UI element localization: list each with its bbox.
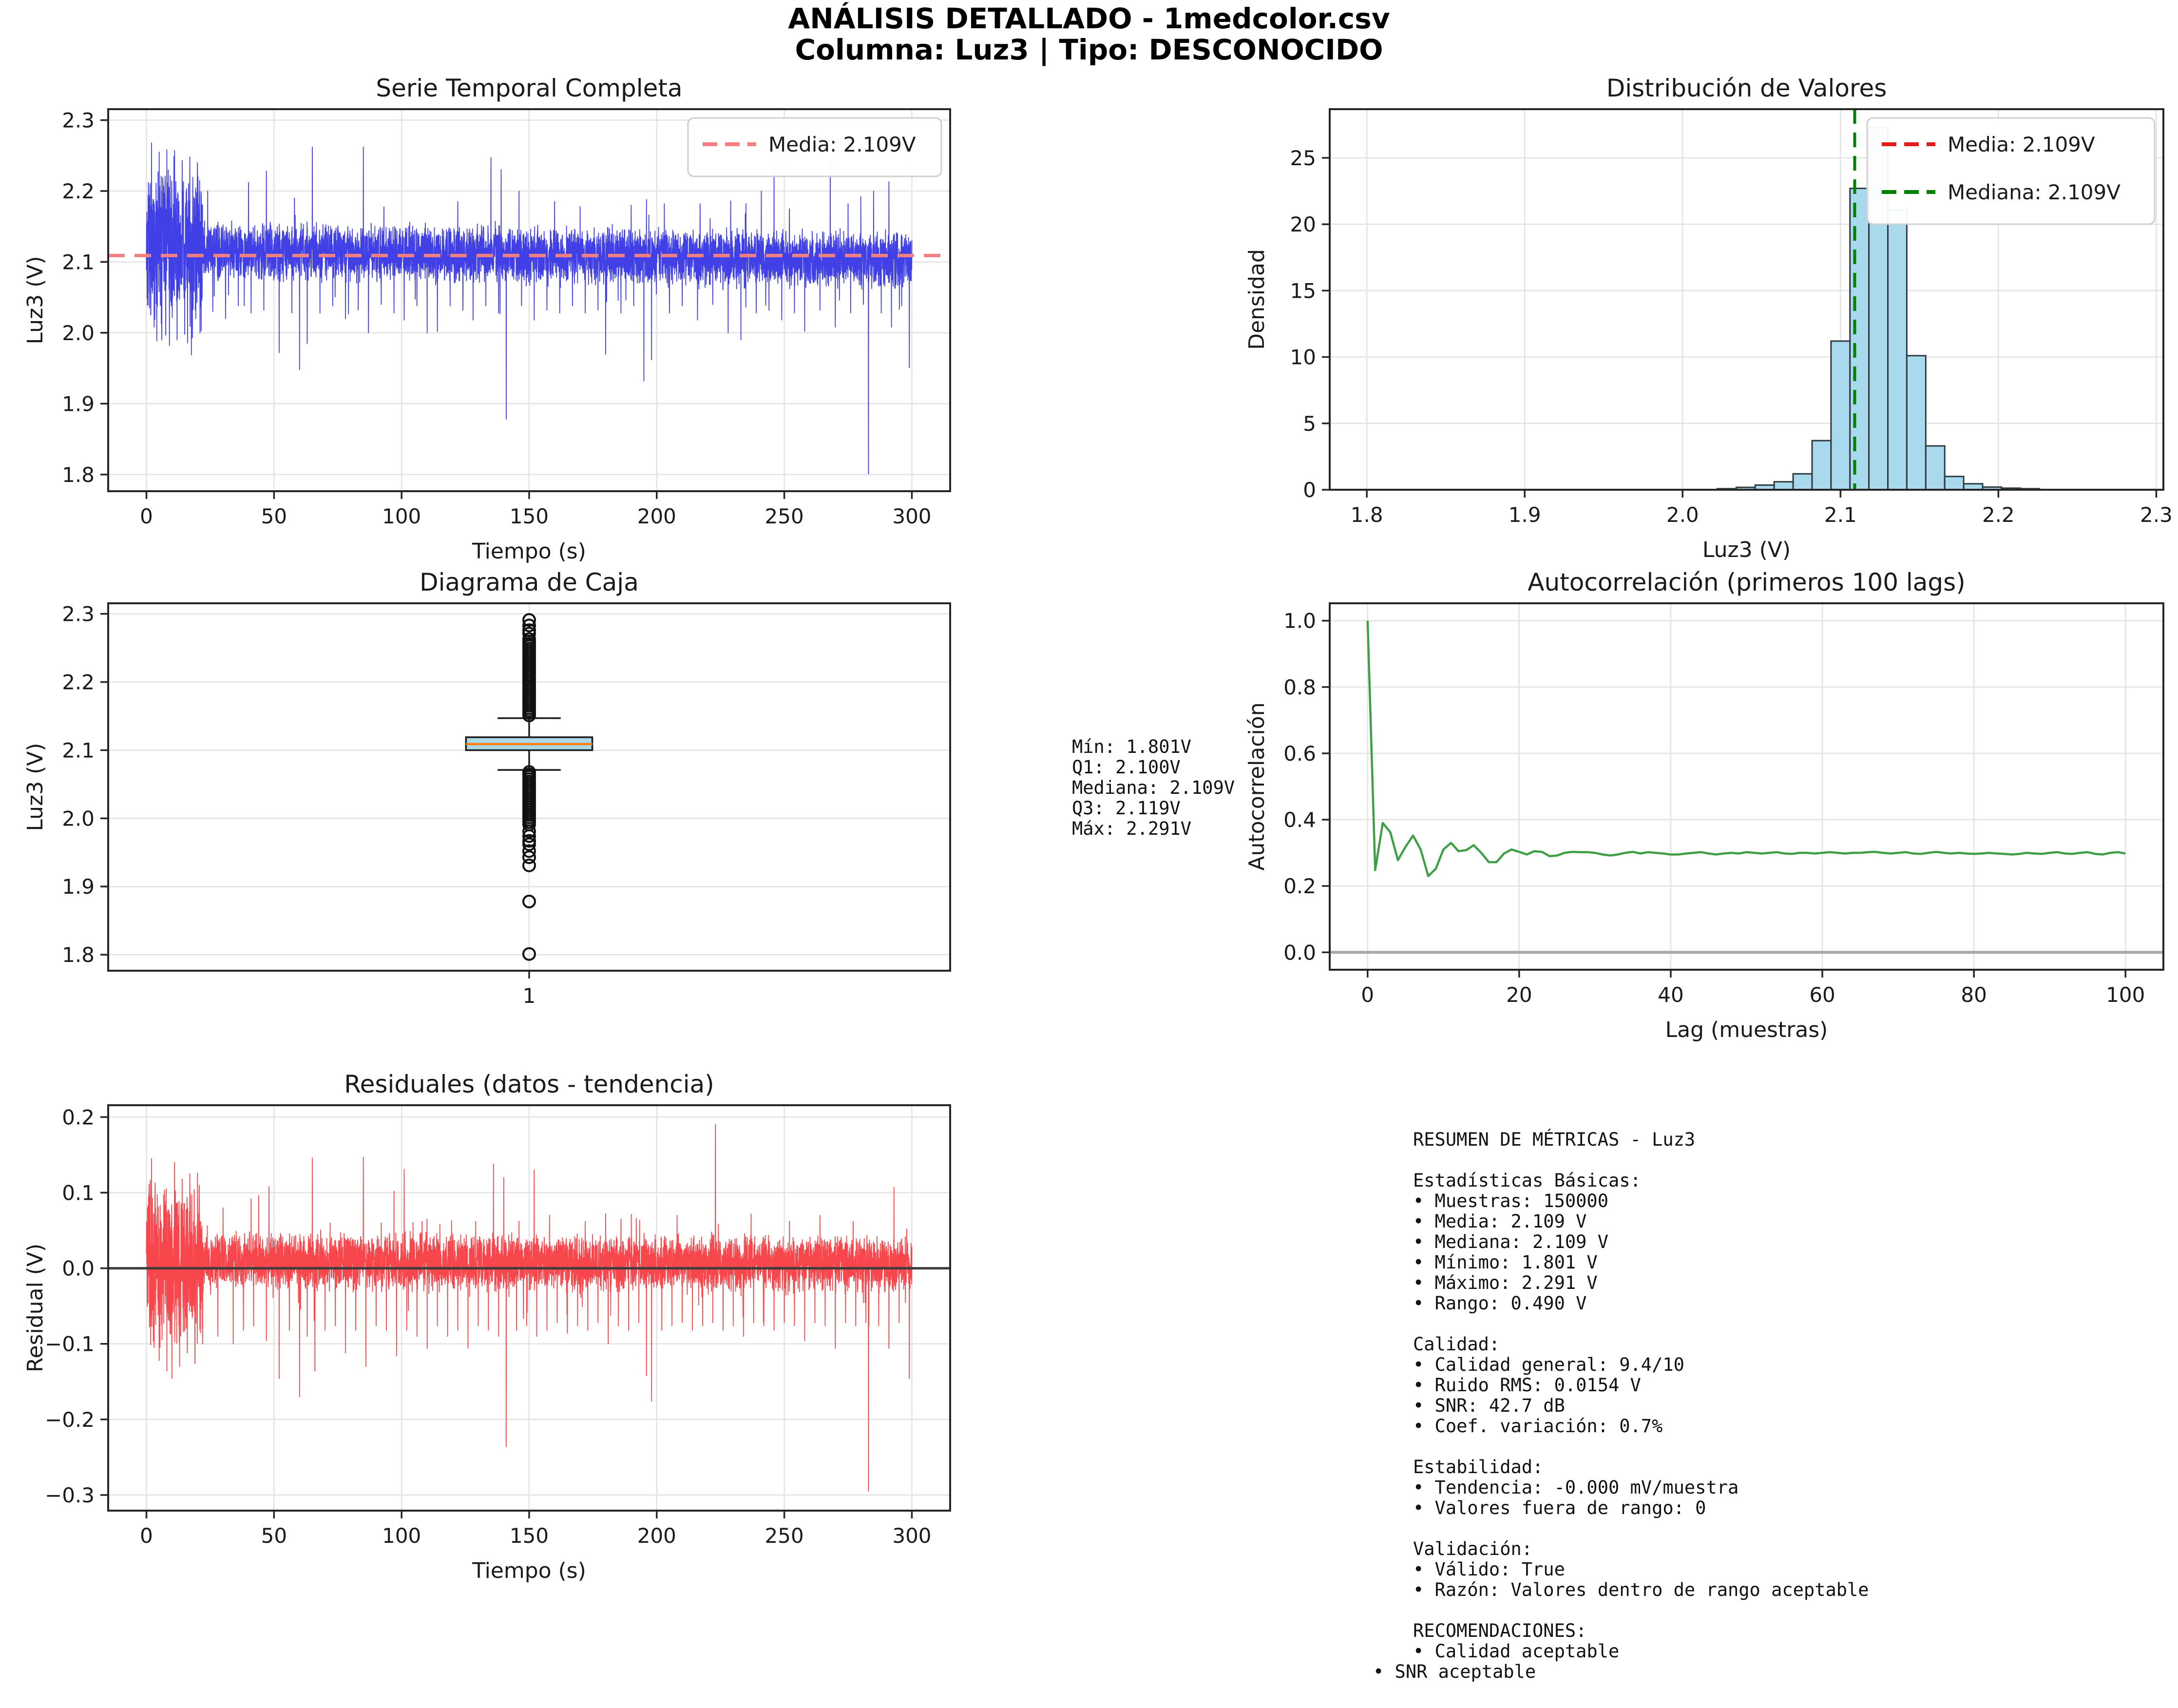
svg-text:Diagrama de Caja: Diagrama de Caja — [420, 568, 639, 596]
svg-text:1.9: 1.9 — [62, 875, 95, 899]
svg-text:50: 50 — [261, 1524, 287, 1548]
svg-text:25: 25 — [1290, 146, 1316, 170]
svg-text:20: 20 — [1506, 983, 1532, 1007]
svg-text:40: 40 — [1658, 983, 1683, 1007]
svg-text:0.1: 0.1 — [62, 1181, 95, 1205]
svg-text:0: 0 — [140, 1524, 153, 1548]
svg-text:2.0: 2.0 — [62, 806, 95, 830]
svg-text:0.2: 0.2 — [62, 1105, 95, 1129]
panel-autocorrelacion: 0 20 40 60 80 100 0.0 0.2 0.4 0.6 0.8 1.0 Autocorrel… — [1244, 568, 2164, 1042]
svg-text:Distribución de Valores: Distribución de Valores — [1606, 74, 1887, 102]
svg-text:80: 80 — [1961, 983, 1987, 1007]
svg-text:150: 150 — [510, 1524, 549, 1548]
svg-text:0.4: 0.4 — [1283, 808, 1316, 832]
svg-text:5: 5 — [1303, 412, 1316, 436]
svg-text:0.0: 0.0 — [62, 1257, 95, 1281]
panel-distribucion-valores: 1.8 1.9 2.0 2.1 2.2 2.3 0 5 10 15 20 25 Distribución… — [1244, 74, 2173, 562]
svg-text:Tiempo (s): Tiempo (s) — [472, 1558, 586, 1583]
panel-serie-temporal: 0 50 100 150 200 250 300 1.8 1.9 2.0 2.1 2.2 2.3 Seri… — [23, 74, 951, 564]
svg-text:0.2: 0.2 — [1283, 874, 1316, 898]
svg-text:0: 0 — [1361, 983, 1374, 1007]
metrics-summary-text: RESUMEN DE MÉTRICAS - Luz3 Estadísticas … — [1413, 1129, 1869, 1662]
svg-text:0: 0 — [140, 504, 153, 528]
figure-title-line2: Columna: Luz3 | Tipo: DESCONOCIDO — [795, 33, 1383, 66]
svg-text:100: 100 — [382, 504, 421, 528]
svg-text:60: 60 — [1809, 983, 1835, 1007]
svg-text:2.0: 2.0 — [1666, 503, 1699, 527]
svg-text:Autocorrelación (primeros 100: Autocorrelación (primeros 100 lags) — [1528, 568, 1965, 596]
svg-text:1.8: 1.8 — [62, 943, 95, 967]
boxplot-stats-annotation: Mín: 1.801V Q1: 2.100V Mediana: 2.109V Q… — [1072, 736, 1235, 839]
svg-text:1.9: 1.9 — [1509, 503, 1541, 527]
svg-text:150: 150 — [510, 504, 549, 528]
svg-text:2.0: 2.0 — [62, 321, 95, 345]
svg-text:2.1: 2.1 — [1824, 503, 1857, 527]
svg-text:2.3: 2.3 — [62, 602, 95, 626]
svg-text:100: 100 — [2106, 983, 2145, 1007]
metrics-last-line: • SNR aceptable — [1373, 1661, 1536, 1682]
svg-text:200: 200 — [637, 1524, 676, 1548]
svg-text:Luz3 (V): Luz3 (V) — [1702, 537, 1791, 562]
svg-text:Luz3 (V): Luz3 (V) — [23, 256, 48, 344]
panel-diagrama-caja: 1 1.8 1.9 2.0 2.1 2.2 2.3 Diagrama de Caja Luz3 … — [23, 568, 951, 1008]
svg-text:50: 50 — [261, 504, 287, 528]
svg-text:2.2: 2.2 — [1982, 503, 2015, 527]
svg-text:10: 10 — [1290, 345, 1316, 369]
svg-text:Tiempo (s): Tiempo (s) — [472, 539, 586, 564]
svg-text:Mediana: 2.109V: Mediana: 2.109V — [1948, 180, 2121, 204]
svg-text:0: 0 — [1303, 478, 1316, 502]
svg-text:300: 300 — [892, 504, 931, 528]
svg-text:−0.1: −0.1 — [45, 1332, 95, 1356]
svg-text:250: 250 — [765, 504, 804, 528]
svg-text:15: 15 — [1290, 279, 1316, 303]
svg-text:100: 100 — [382, 1524, 421, 1548]
svg-text:Media: 2.109V: Media: 2.109V — [768, 133, 916, 156]
svg-text:Lag (muestras): Lag (muestras) — [1665, 1017, 1828, 1042]
svg-text:2.3: 2.3 — [2140, 503, 2173, 527]
svg-text:1.0: 1.0 — [1283, 609, 1316, 633]
svg-text:0.8: 0.8 — [1283, 675, 1316, 699]
svg-text:Autocorrelación: Autocorrelación — [1244, 702, 1269, 870]
svg-text:Luz3 (V): Luz3 (V) — [23, 743, 48, 831]
svg-text:Serie Temporal Completa: Serie Temporal Completa — [376, 74, 682, 102]
svg-text:0.6: 0.6 — [1283, 742, 1316, 766]
svg-text:0.0: 0.0 — [1283, 940, 1316, 964]
figure-title-line1: ANÁLISIS DETALLADO - 1medcolor.csv — [788, 2, 1390, 35]
svg-text:200: 200 — [637, 504, 676, 528]
svg-text:250: 250 — [765, 1524, 804, 1548]
svg-text:−0.2: −0.2 — [45, 1408, 95, 1432]
svg-text:1.8: 1.8 — [62, 463, 95, 487]
svg-text:20: 20 — [1290, 212, 1316, 236]
svg-text:Residual (V): Residual (V) — [23, 1244, 48, 1372]
svg-text:2.3: 2.3 — [62, 109, 95, 133]
svg-text:1.8: 1.8 — [1351, 503, 1383, 527]
svg-text:2.2: 2.2 — [62, 179, 95, 203]
svg-text:2.2: 2.2 — [62, 671, 95, 694]
svg-text:−0.3: −0.3 — [45, 1483, 95, 1507]
svg-text:300: 300 — [892, 1524, 931, 1548]
svg-text:Densidad: Densidad — [1244, 249, 1269, 350]
svg-text:1: 1 — [523, 984, 536, 1008]
svg-text:Media: 2.109V: Media: 2.109V — [1948, 133, 2095, 156]
svg-text:2.1: 2.1 — [62, 738, 95, 762]
svg-text:1.9: 1.9 — [62, 392, 95, 416]
svg-text:2.1: 2.1 — [62, 250, 95, 274]
panel-residuales: 0 50 100 150 200 250 300 −0.3 −0.2 −0.1 0.0 0.1 0.2 R… — [23, 1070, 951, 1583]
svg-text:Residuales (datos - tendencia): Residuales (datos - tendencia) — [344, 1070, 714, 1098]
